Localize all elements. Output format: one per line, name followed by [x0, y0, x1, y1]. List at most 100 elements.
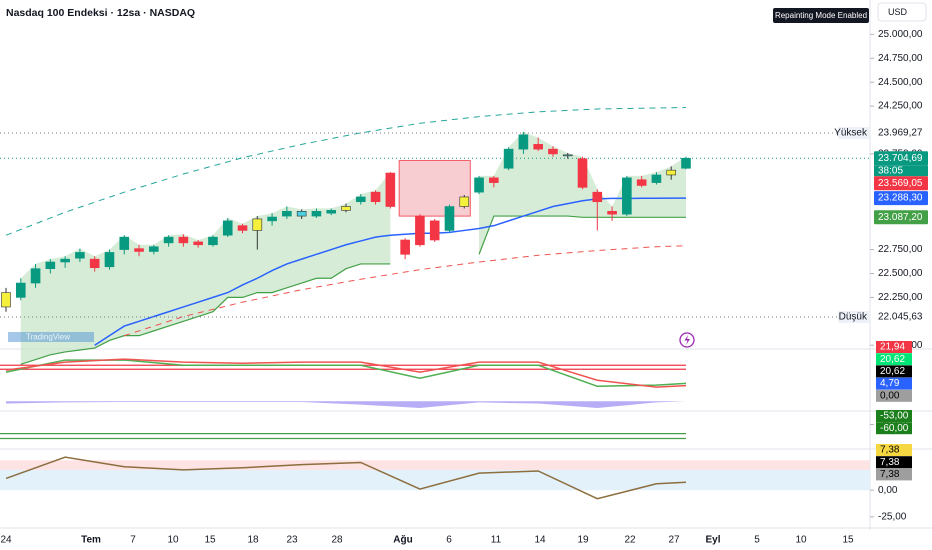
pane-line [5, 456, 687, 500]
pane-tag-bg [876, 422, 912, 435]
candle-body [208, 236, 218, 246]
level-tag: 23.969,27 [878, 128, 923, 139]
plot: 25.000,00 24.750,00 24.500,00 24.250,00 23.7… [0, 29, 929, 546]
currency-button[interactable] [877, 2, 927, 22]
x-tick-label: 15 [204, 535, 216, 546]
ma-line [94, 197, 687, 346]
zone [398, 160, 471, 217]
watermark-bg [8, 332, 94, 342]
pane-tag: 0,00 [880, 390, 900, 401]
candle-body [15, 282, 26, 298]
watermark: TradingView [26, 333, 70, 342]
pane-line [5, 358, 687, 388]
y-tick-label: 25.000,00 [878, 29, 923, 40]
candle-body [444, 206, 455, 231]
stop-fill [20, 172, 391, 365]
y-tick-label: 22.250,00 [878, 292, 923, 303]
x-tick-label: 10 [795, 535, 807, 546]
candle-body [341, 206, 351, 211]
candle-body [562, 154, 573, 157]
alert-icon[interactable] [679, 332, 695, 348]
x-tick-label: Eyl [705, 535, 720, 546]
candle-body [163, 236, 174, 244]
x-tick-label: 7 [130, 535, 136, 546]
candle-body [622, 177, 632, 215]
x-tick-label: 28 [331, 535, 343, 546]
candle-body [533, 144, 543, 150]
candle-body [474, 177, 484, 193]
badge: Repainting Mode Enabled [775, 11, 867, 20]
pane-tag: 7,38 [880, 445, 900, 456]
x-tick-label: Ağu [393, 535, 412, 546]
candle-body [252, 218, 263, 231]
candle-body [178, 236, 189, 244]
y-tick-label: 24.250,00 [878, 101, 923, 112]
pane-tag-bg [876, 444, 912, 456]
candle-body [104, 252, 115, 268]
candle-body [518, 134, 529, 150]
candle-body [651, 174, 662, 183]
x-tick-label: 11 [491, 535, 502, 546]
alert-icon-bolt [684, 335, 690, 345]
x-tick-label: 27 [668, 535, 680, 546]
x-tick-label: 15 [842, 535, 854, 546]
pane-tag: 7,38 [880, 457, 900, 468]
candle-body [607, 211, 617, 215]
candle-body [370, 191, 381, 203]
level-tag-bg [871, 125, 929, 140]
y-tick-label: -25,00 [878, 511, 907, 522]
x-tick-label: 14 [534, 535, 546, 546]
pane-line [5, 359, 687, 388]
candle-body [592, 191, 603, 203]
candle-body [681, 157, 691, 169]
candle-body [503, 148, 514, 169]
price-tag: 23.087,20 [878, 212, 923, 223]
pane-tag-bg [876, 365, 912, 378]
candle-body [385, 172, 396, 207]
candle-body [577, 158, 588, 188]
price-tag: 23.569,05 [878, 178, 923, 189]
price-tag: 23.704,69 [878, 153, 923, 164]
candle-body [149, 246, 159, 252]
candle-body [119, 236, 130, 250]
candle-body [282, 211, 292, 217]
candle-body [193, 241, 203, 246]
stop-fill [479, 131, 686, 255]
candle-body [75, 252, 85, 259]
pane-tag: -60,00 [880, 423, 909, 434]
pane-tag-bg [876, 468, 912, 481]
pane-tag: 20,62 [880, 366, 905, 377]
candle-body [326, 210, 337, 214]
currency[interactable]: USD [888, 7, 908, 17]
x-tick-label: 10 [167, 535, 179, 546]
price-tag-bg [874, 191, 928, 206]
pane-tag-bg [876, 456, 912, 469]
badge-bg [773, 8, 869, 23]
x-tick-label: 6 [446, 535, 452, 546]
countdown: 38:05 [878, 165, 903, 176]
level-name-bg [838, 126, 870, 139]
candle-body [222, 220, 233, 236]
pane-tag: 4,79 [880, 378, 900, 389]
level-name: Düşük [839, 312, 868, 323]
candle-body [89, 258, 100, 269]
candle-body [311, 211, 322, 217]
pane-tag: 7,38 [880, 469, 900, 480]
pane-zone [0, 469, 870, 491]
pane-zone [0, 460, 870, 470]
band-lower [124, 245, 687, 337]
pane-area [6, 401, 686, 408]
candle-body [489, 177, 499, 183]
price-tag-bg [874, 151, 928, 166]
countdown-bg [874, 165, 928, 177]
pane-tag: -53,00 [880, 411, 909, 422]
candle-body [296, 211, 307, 217]
level-name-bg [838, 310, 870, 323]
stop-line [20, 215, 686, 365]
candle-body [30, 268, 41, 284]
band-upper [5, 107, 687, 236]
y-tick-label: 24.750,00 [878, 53, 923, 64]
candle-body [60, 258, 70, 263]
pane-tag-bg [876, 410, 912, 422]
